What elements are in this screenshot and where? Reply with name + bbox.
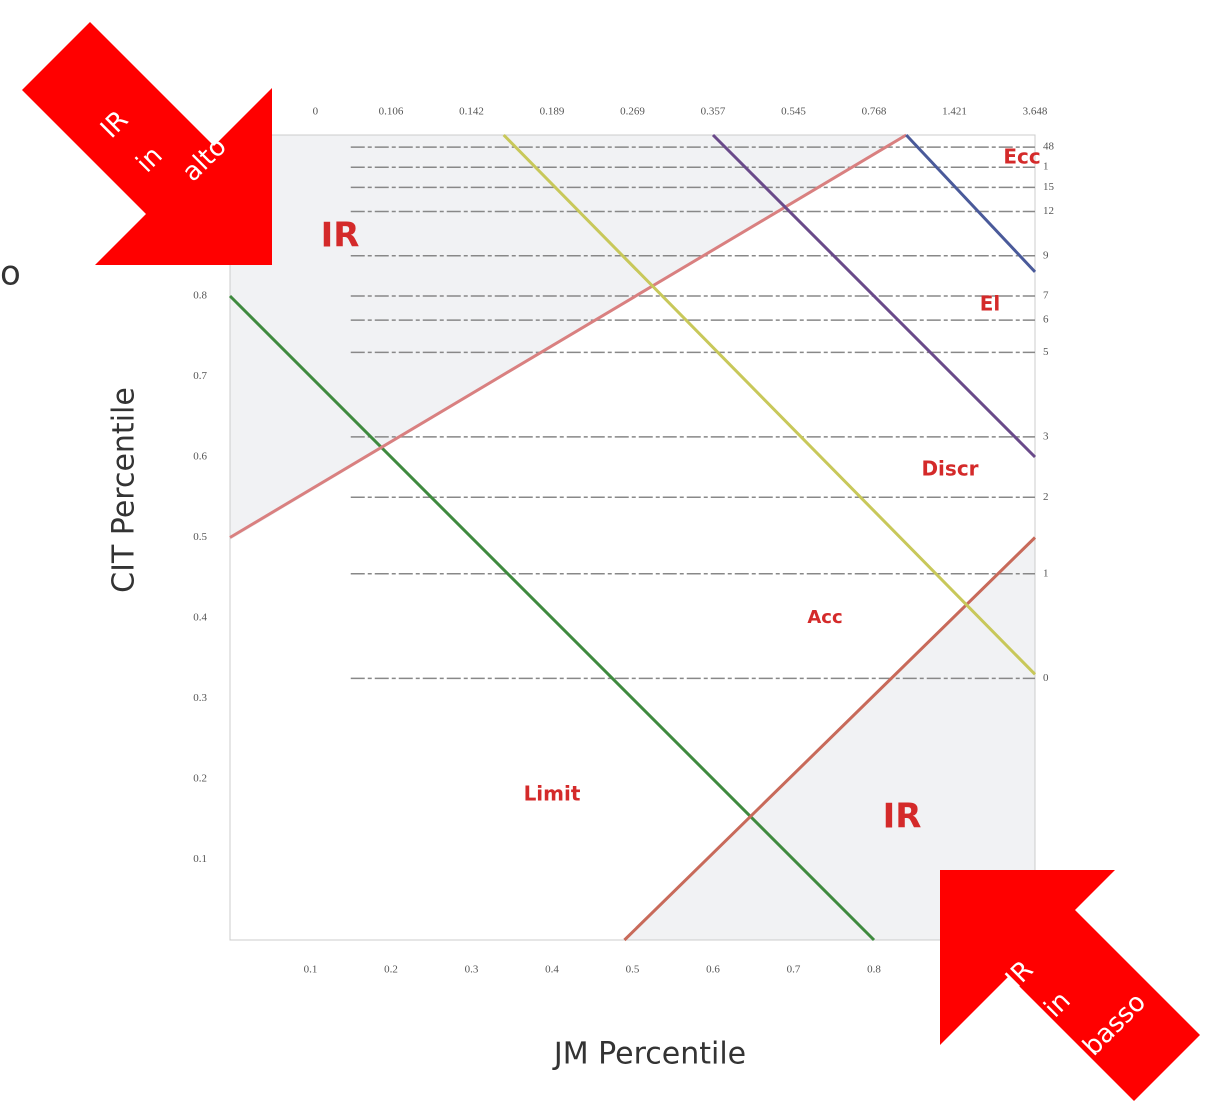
- region-label: IR: [321, 216, 360, 256]
- y-tick-label: 0.6: [193, 451, 207, 463]
- arrow: [940, 870, 1200, 1101]
- x-axis-title: JM Percentile: [552, 1037, 746, 1072]
- region-label: Discr: [921, 457, 978, 481]
- right-tick-label: 5: [1043, 346, 1049, 358]
- right-tick-label: 1: [1043, 567, 1049, 579]
- right-tick-label: 6: [1043, 314, 1049, 326]
- series-line: [502, 133, 1037, 676]
- region-label: Acc: [807, 607, 842, 628]
- right-tick-label: 1: [1043, 161, 1049, 173]
- x-tick-label: 0.4: [545, 964, 559, 976]
- y-tick-label: 0.4: [193, 612, 207, 624]
- top-tick-label: 0.768: [862, 106, 887, 118]
- top-tick-label: 0.269: [620, 106, 645, 118]
- text-fragment: o: [0, 254, 21, 294]
- y-tick-label: 0.1: [193, 853, 207, 865]
- y-tick-label: 0.2: [193, 773, 207, 785]
- series-line: [905, 133, 1037, 273]
- arrow: [22, 22, 272, 265]
- top-tick-label: 3.648: [1023, 106, 1048, 118]
- right-tick-label: 0: [1043, 672, 1049, 684]
- x-tick-label: 0.2: [384, 964, 398, 976]
- region-label: IR: [883, 797, 922, 837]
- region-label: Ecc: [1003, 145, 1040, 169]
- x-tick-label: 0.1: [304, 964, 318, 976]
- right-tick-label: 2: [1043, 491, 1049, 503]
- right-tick-label: 9: [1043, 249, 1049, 261]
- x-tick-label: 0.3: [465, 964, 479, 976]
- top-tick-label: 0.142: [459, 106, 484, 118]
- y-tick-label: 0.7: [193, 370, 207, 382]
- region-label: Limit: [524, 782, 581, 806]
- x-tick-label: 0.6: [706, 964, 720, 976]
- y-axis-title: CIT Percentile: [107, 387, 142, 593]
- y-tick-label: 0.8: [193, 290, 207, 302]
- series-line: [711, 133, 1037, 459]
- x-tick-label: 0.5: [626, 964, 640, 976]
- x-tick-label: 0.7: [787, 964, 801, 976]
- right-tick-label: 3: [1043, 430, 1049, 442]
- right-tick-label: 15: [1043, 181, 1055, 193]
- series-line: [228, 294, 876, 942]
- y-tick-label: 0.3: [193, 692, 207, 704]
- region-label: El: [980, 292, 1001, 316]
- x-tick-label: 0.8: [867, 964, 881, 976]
- top-tick-label: 0.106: [379, 106, 404, 118]
- right-tick-label: 7: [1043, 290, 1049, 302]
- top-tick-label: 0.189: [540, 106, 565, 118]
- right-tick-label: 48: [1043, 141, 1055, 153]
- top-tick-label: 0: [313, 106, 319, 118]
- top-tick-label: 0.545: [781, 106, 806, 118]
- top-tick-label: 0.357: [701, 106, 726, 118]
- top-tick-label: 1.421: [942, 106, 967, 118]
- marks: 0.10.20.30.40.50.60.70.80.90.10.20.30.40…: [193, 106, 1054, 976]
- series-line: [229, 133, 907, 539]
- y-tick-label: 0.5: [193, 531, 207, 543]
- right-tick-label: 12: [1043, 205, 1054, 217]
